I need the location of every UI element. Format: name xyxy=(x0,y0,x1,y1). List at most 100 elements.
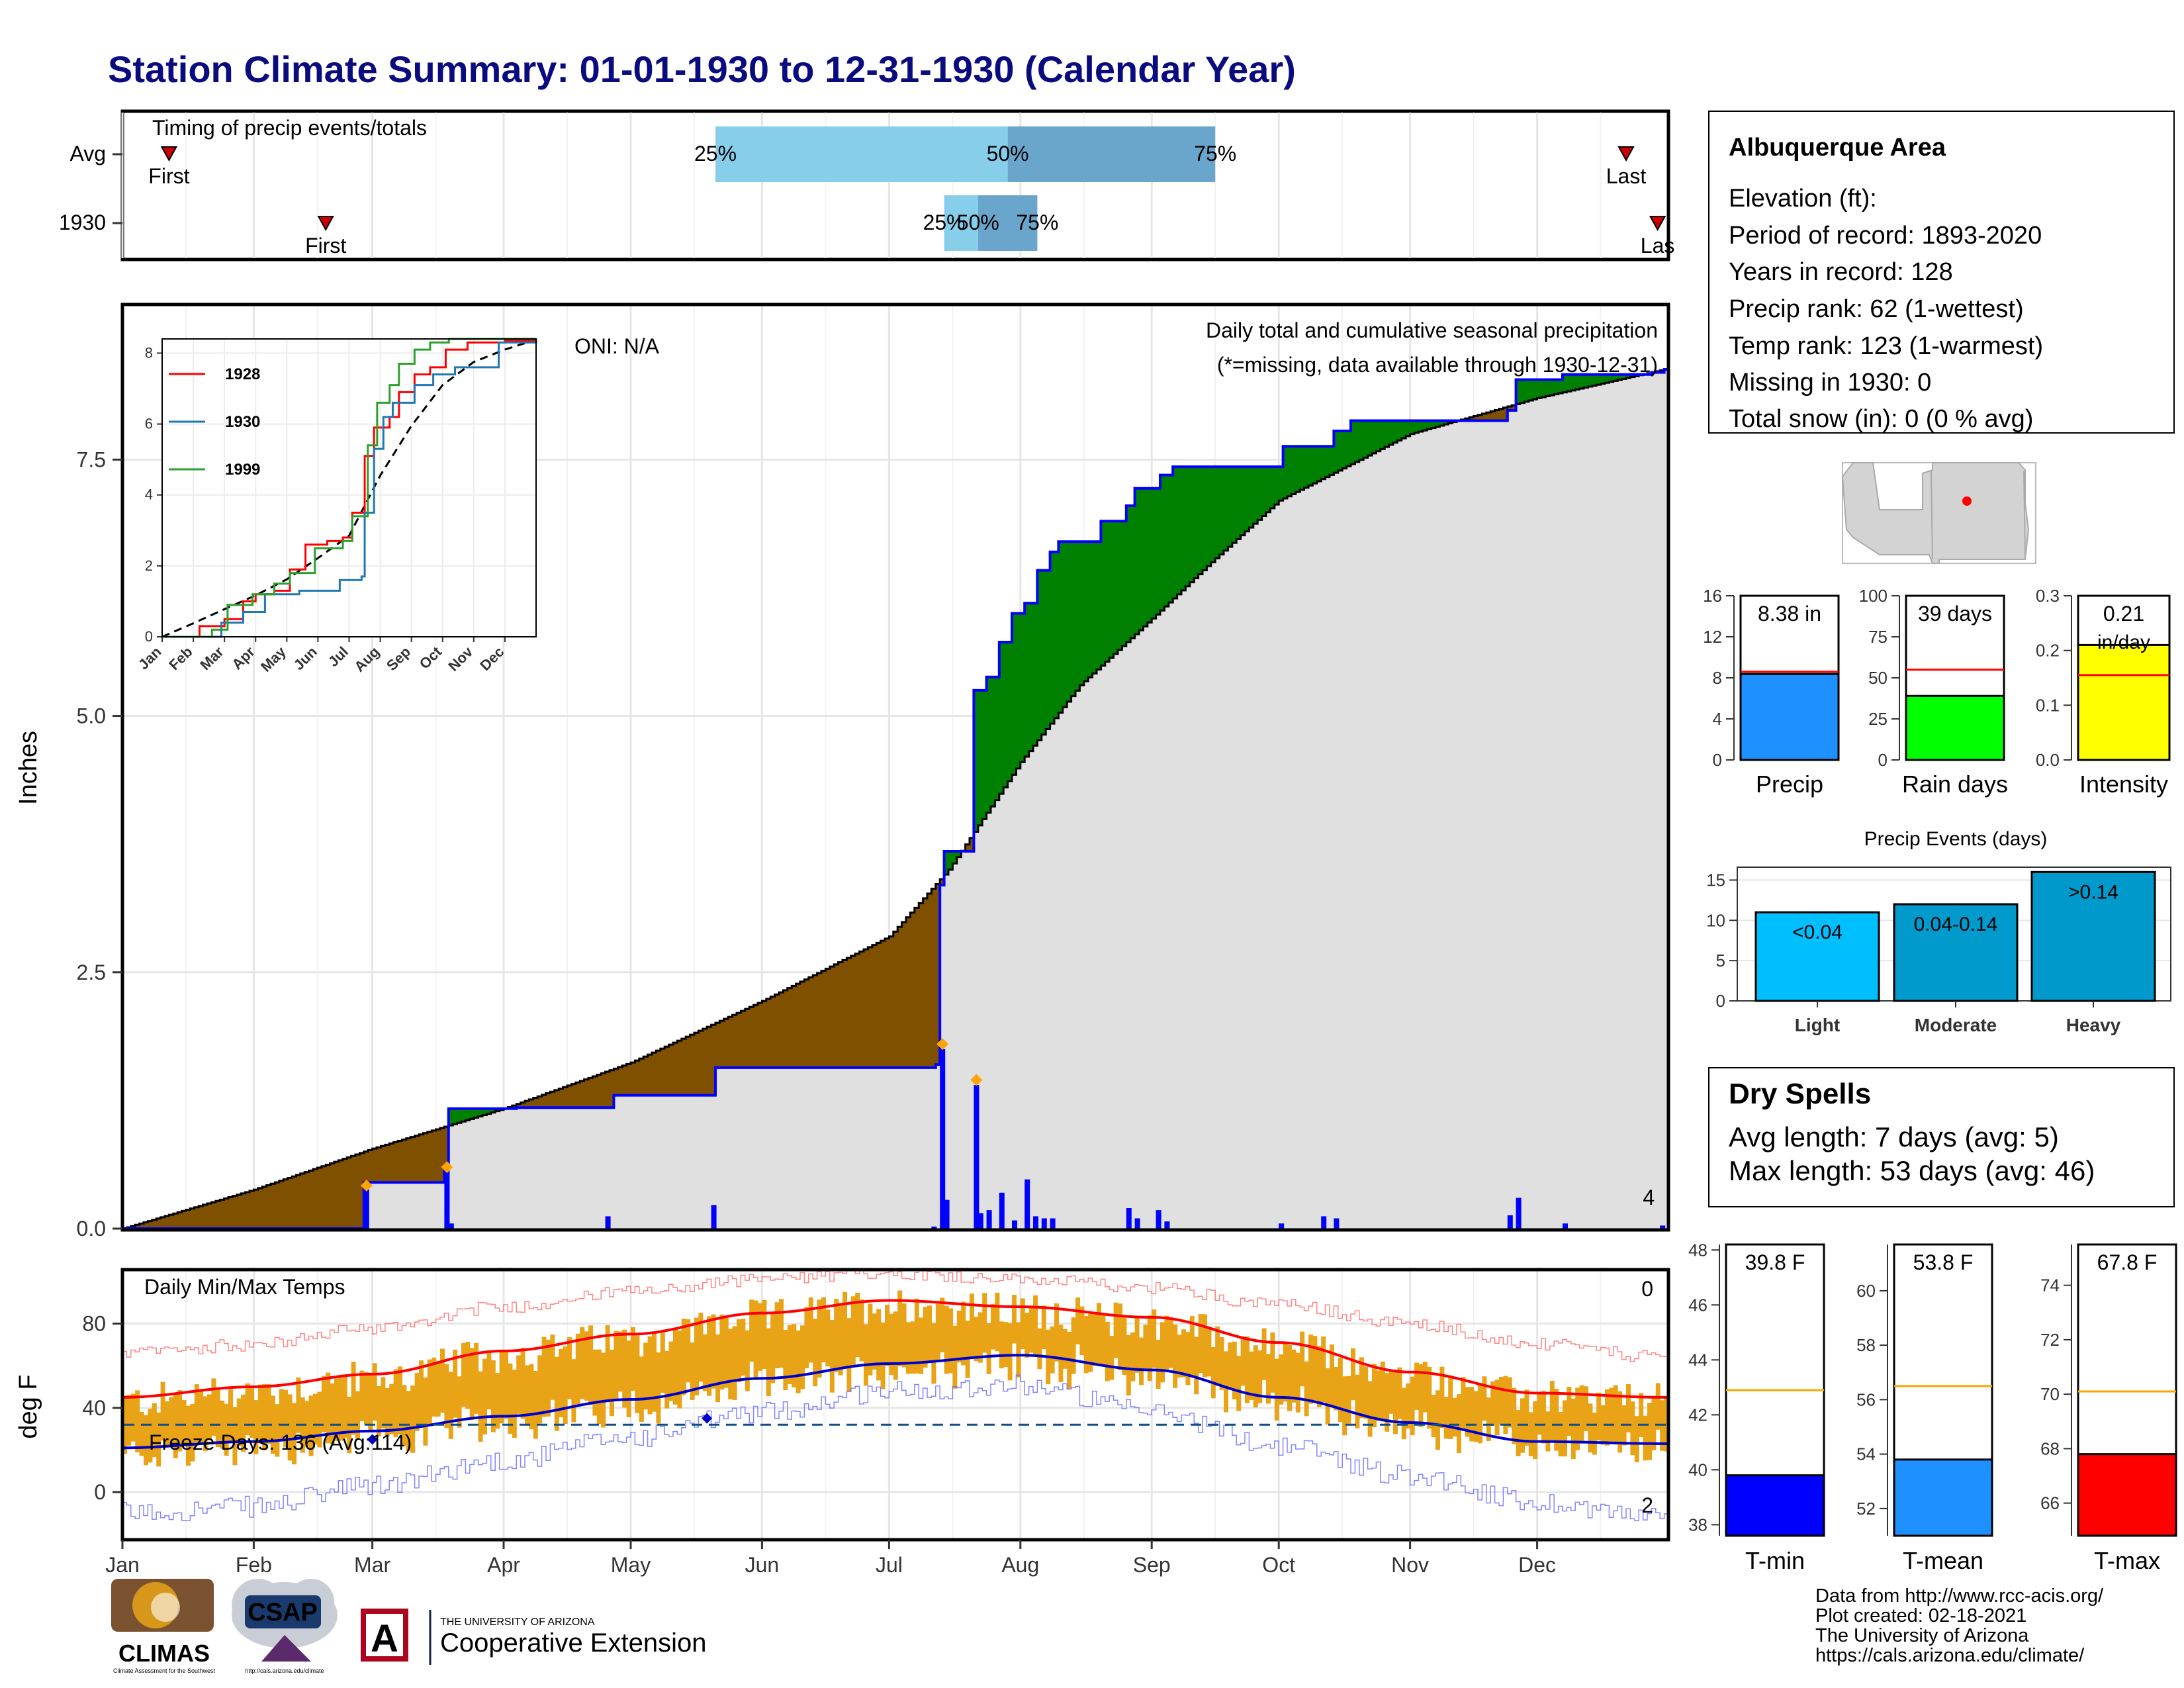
daily-temp-bar xyxy=(842,1291,847,1368)
dry-spells-title: Dry Spells xyxy=(1729,1078,1871,1110)
surplus-area xyxy=(1185,467,1191,586)
footer-line-3: The University of Arizona xyxy=(1815,1625,2029,1646)
daily-temp-bar xyxy=(893,1311,898,1380)
daily-temp-bar xyxy=(338,1377,343,1441)
surplus-area xyxy=(1584,374,1588,388)
summary-name-label: T-min xyxy=(1745,1547,1805,1574)
daily-temp-bar xyxy=(1439,1366,1445,1429)
daily-temp-bar xyxy=(1372,1364,1377,1428)
deficit-area xyxy=(910,912,915,1068)
summary-ytick-label: 0 xyxy=(1878,750,1888,770)
month-tick-label: Apr xyxy=(487,1553,520,1577)
deficit-area xyxy=(410,1137,416,1183)
inset-legend-label: 1930 xyxy=(225,413,260,431)
daily-temp-bar xyxy=(766,1328,771,1397)
surplus-area xyxy=(1605,374,1610,383)
daily-temp-bar xyxy=(1512,1387,1517,1444)
daily-temp-bar xyxy=(1524,1389,1529,1446)
daily-precip-bar xyxy=(1507,1215,1513,1229)
deficit-area xyxy=(427,1131,432,1183)
daily-temp-bar xyxy=(690,1342,695,1400)
surplus-area xyxy=(1554,379,1559,395)
daily-temp-bar xyxy=(652,1333,657,1412)
surplus-area xyxy=(1152,488,1157,619)
daily-temp-bar xyxy=(1210,1346,1216,1399)
daily-temp-bar xyxy=(1037,1328,1042,1370)
surplus-area xyxy=(1206,467,1212,567)
daily-temp-bar xyxy=(419,1360,424,1427)
deficit-area xyxy=(749,1007,754,1068)
deficit-area xyxy=(419,1134,424,1183)
summary-ytick-label: 16 xyxy=(1703,586,1722,606)
deficit-area xyxy=(893,931,898,1068)
temps-ytick-label: 40 xyxy=(82,1396,106,1420)
daily-temp-bar xyxy=(1152,1309,1157,1368)
daily-temp-bar xyxy=(355,1391,360,1439)
temps-title: Daily Min/Max Temps xyxy=(144,1275,345,1299)
daily-temp-bar xyxy=(571,1359,576,1423)
daily-precip-bar xyxy=(974,1085,979,1229)
surplus-area xyxy=(1558,379,1563,394)
hot-count: 0 xyxy=(1641,1277,1653,1301)
summary-name-label: Rain days xyxy=(1902,771,2008,798)
daily-temp-bar xyxy=(681,1319,686,1395)
timing-bar-upper xyxy=(1007,126,1216,182)
deficit-area xyxy=(173,1213,178,1229)
ua-logo-small: THE UNIVERSITY OF ARIZONA xyxy=(440,1617,595,1628)
daily-temp-bar xyxy=(160,1382,165,1441)
daily-temp-bar xyxy=(617,1331,623,1392)
oni-label: ONI: N/A xyxy=(574,334,660,358)
precip-event-category: Heavy xyxy=(2066,1015,2121,1035)
daily-temp-bar xyxy=(1173,1324,1178,1388)
surplus-area xyxy=(448,1108,453,1126)
daily-temp-bar xyxy=(1634,1416,1639,1462)
deficit-area xyxy=(435,1129,441,1183)
deficit-area xyxy=(668,1045,674,1096)
surplus-area xyxy=(1579,374,1584,389)
daily-temp-bar xyxy=(719,1314,725,1390)
deficit-area xyxy=(575,1082,580,1108)
daily-temp-bar xyxy=(1651,1397,1657,1450)
surplus-area xyxy=(1330,446,1334,475)
surplus-area xyxy=(1295,446,1300,492)
summary-bar xyxy=(1905,694,2005,761)
summary-name-label: T-mean xyxy=(1903,1547,1983,1574)
timing-bar-upper xyxy=(978,195,1038,251)
summary-ytick-label: 74 xyxy=(2040,1276,2060,1295)
daily-temp-bar xyxy=(398,1366,402,1434)
daily-temp-bar xyxy=(1664,1397,1669,1452)
surplus-area xyxy=(1062,541,1068,708)
daily-temp-bar xyxy=(601,1352,606,1428)
summary-bar xyxy=(1893,1458,1993,1537)
summary-ytick-label: 54 xyxy=(1856,1444,1876,1464)
daily-temp-bar xyxy=(1596,1392,1602,1440)
daily-temp-bar xyxy=(465,1342,471,1409)
daily-temp-bar xyxy=(965,1321,970,1378)
deficit-area xyxy=(423,1133,428,1183)
deficit-area xyxy=(732,1015,737,1068)
deficit-area xyxy=(537,1096,543,1108)
daily-temp-bar xyxy=(970,1293,974,1358)
deficit-area xyxy=(541,1094,547,1108)
daily-temp-bar xyxy=(1584,1386,1588,1431)
deficit-area xyxy=(275,1182,280,1229)
daily-temp-bar xyxy=(253,1400,259,1454)
daily-temp-bar xyxy=(440,1348,445,1413)
surplus-area xyxy=(1287,446,1292,496)
summary-ytick-label: 0.3 xyxy=(2036,586,2060,606)
station-line-years: Years in record: 128 xyxy=(1729,258,1953,286)
normal-cumulative-line xyxy=(122,368,1668,1230)
surplus-area xyxy=(1203,467,1207,571)
month-tick-label: Mar xyxy=(354,1553,390,1577)
timing-avg-first-marker-label: First xyxy=(148,164,189,188)
daily-temp-bar xyxy=(880,1322,886,1389)
deficit-area xyxy=(821,970,826,1068)
summary-ytick-label: 68 xyxy=(2040,1438,2060,1458)
daily-temp-bar xyxy=(457,1376,462,1428)
deficit-area xyxy=(245,1192,250,1229)
surplus-area xyxy=(1308,446,1313,486)
csap-logo-url: http://cals.arizona.edu/climate xyxy=(245,1667,324,1674)
surplus-area xyxy=(1143,488,1148,627)
daily-temp-bar xyxy=(1499,1377,1504,1425)
